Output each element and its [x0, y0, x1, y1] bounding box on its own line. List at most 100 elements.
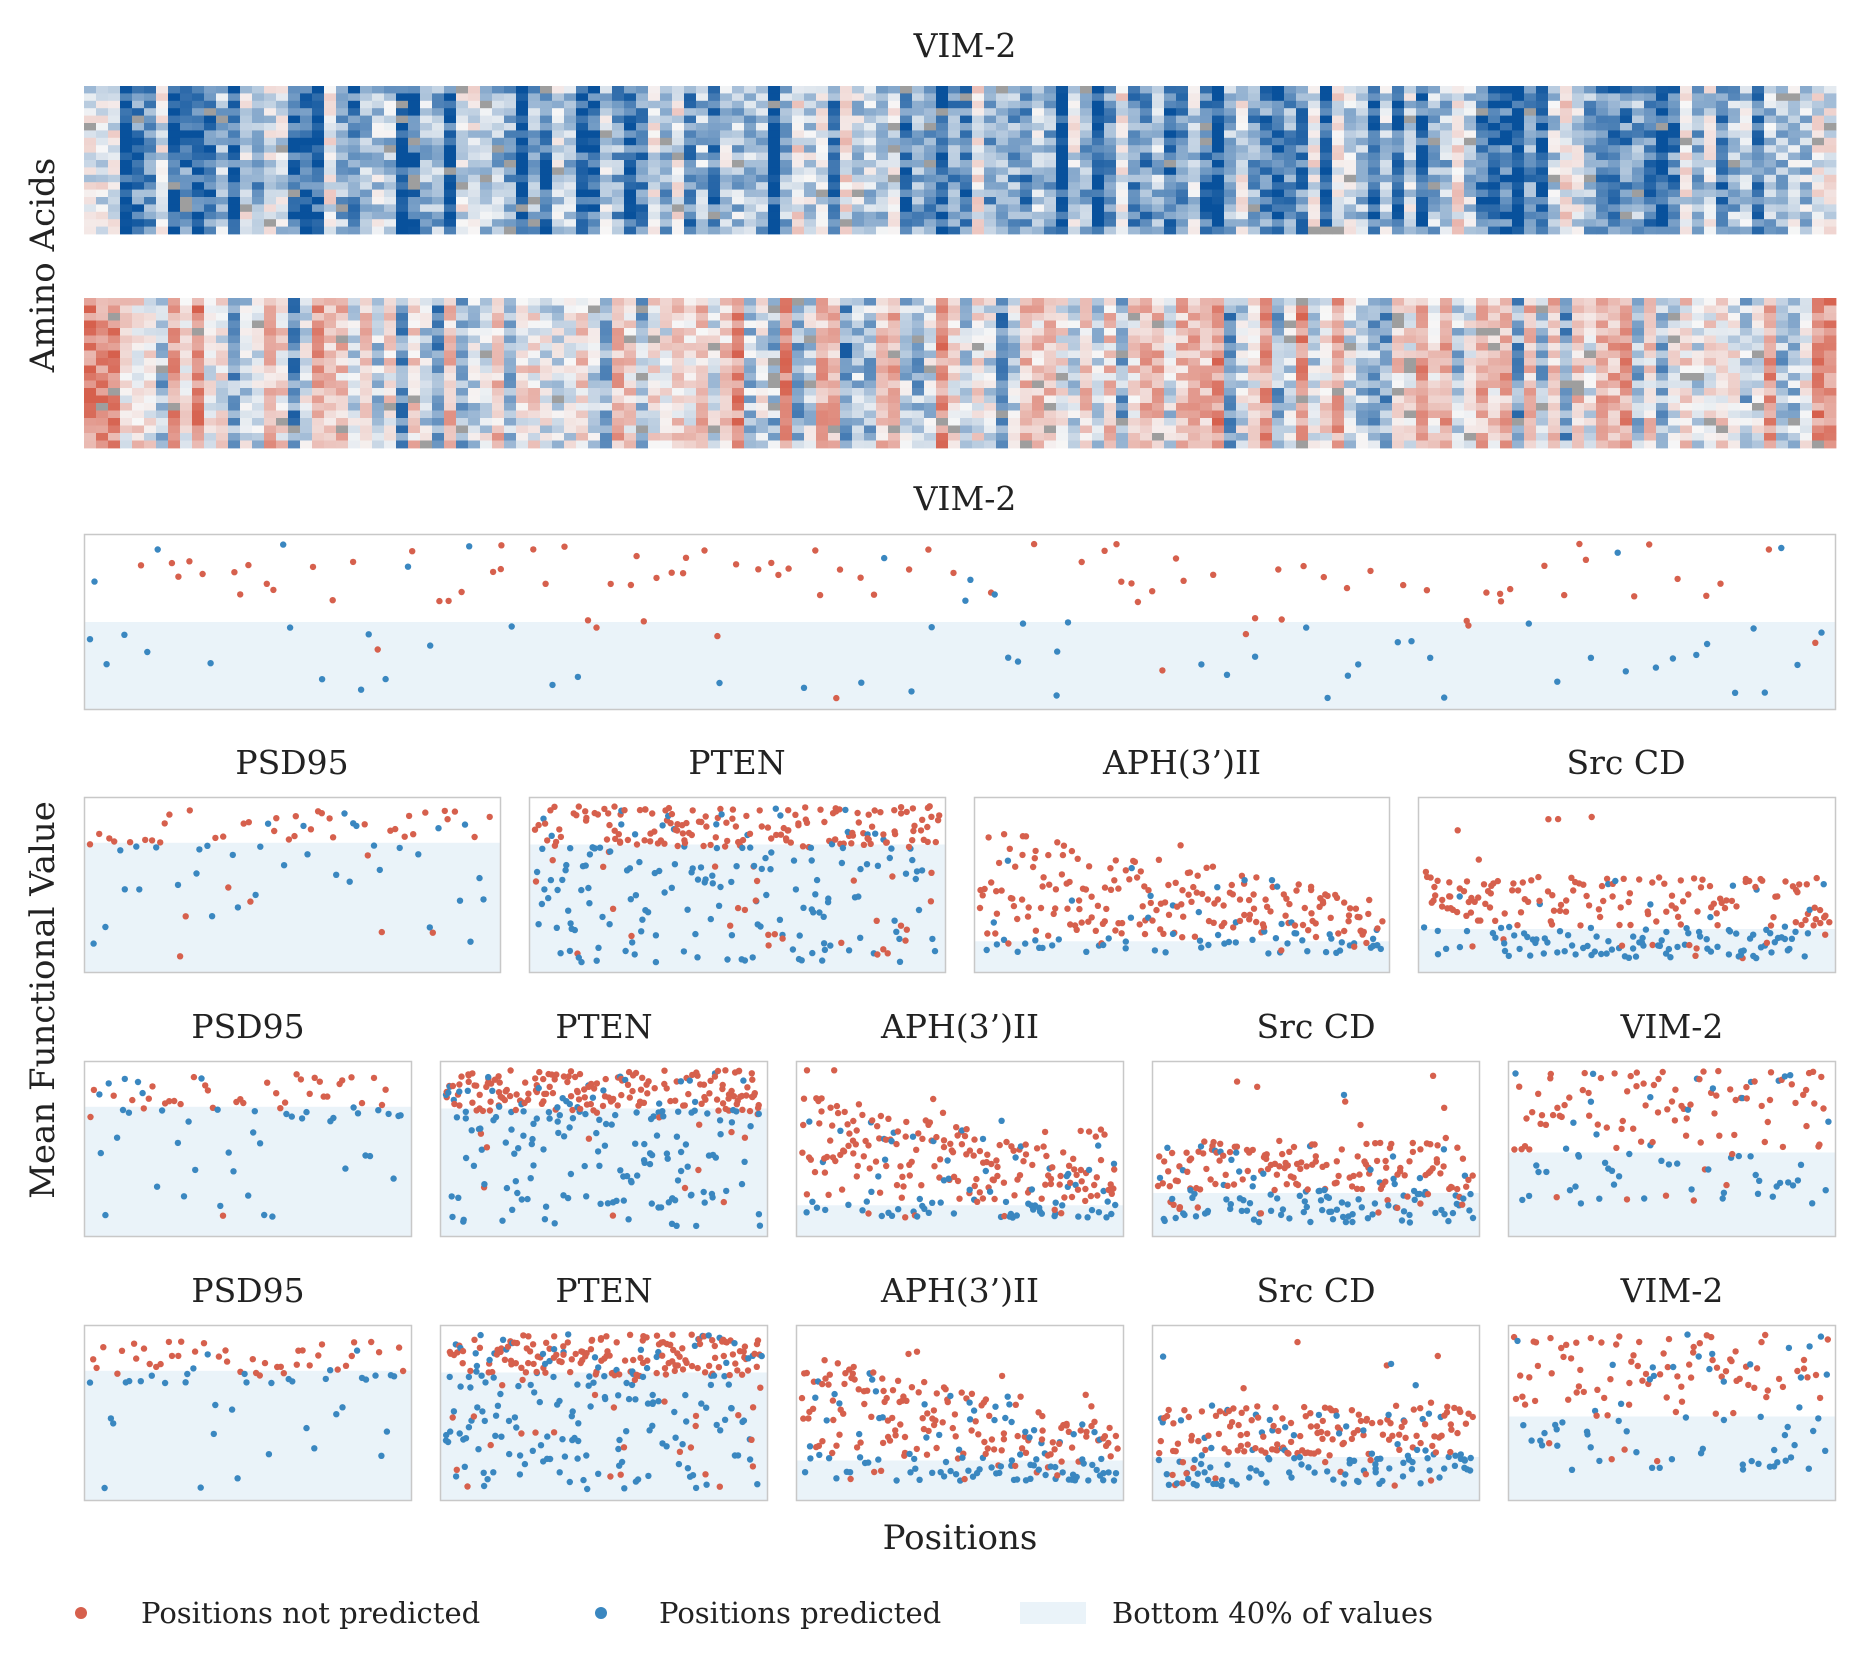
heatmap-cell: [132, 350, 145, 359]
heatmap-cell: [1668, 211, 1681, 220]
heatmap-cell: [1344, 174, 1357, 183]
heatmap-cell: [732, 86, 745, 94]
heatmap-cell: [1164, 395, 1177, 404]
heatmap-cell: [696, 343, 709, 351]
heatmap-cell: [876, 403, 889, 411]
heatmap-cell: [696, 358, 709, 366]
heatmap-cell: [1188, 137, 1201, 146]
heatmap-title: VIM-2: [913, 26, 1017, 65]
heatmap-cell: [180, 305, 193, 314]
heatmap-cell: [1056, 433, 1069, 441]
heatmap-cell: [552, 320, 565, 329]
heatmap-cell: [768, 373, 781, 381]
heatmap-cell: [1524, 226, 1537, 235]
heatmap-cell: [1332, 197, 1345, 205]
heatmap-cell: [816, 380, 829, 389]
heatmap-cell: [984, 365, 997, 374]
heatmap-cell: [780, 152, 793, 161]
heatmap-cell: [696, 137, 709, 146]
heatmap-cell: [1224, 130, 1237, 139]
heatmap-cell: [396, 418, 409, 426]
heatmap-cell: [864, 395, 877, 404]
heatmap-cell: [1140, 197, 1153, 205]
heatmap-cell: [720, 93, 733, 102]
heatmap-cell: [1224, 298, 1237, 306]
heatmap-cell: [756, 350, 769, 359]
heatmap-cell: [84, 152, 97, 161]
heatmap-cell: [1128, 167, 1141, 176]
heatmap-cell: [216, 313, 229, 321]
heatmap-cell: [96, 219, 109, 227]
heatmap-cell: [312, 343, 325, 351]
heatmap-cell: [468, 403, 481, 411]
heatmap-cell: [216, 182, 229, 190]
heatmap-cell: [672, 403, 685, 411]
heatmap-cell: [672, 86, 685, 94]
heatmap-cell: [1116, 305, 1129, 314]
heatmap-cell: [744, 298, 757, 306]
heatmap-cell: [648, 328, 661, 336]
heatmap-cell: [864, 86, 877, 94]
heatmap-cell: [276, 343, 289, 351]
heatmap-cell: [252, 86, 265, 94]
heatmap-cell: [1032, 388, 1045, 396]
heatmap-cell: [1644, 145, 1657, 153]
heatmap-cell: [900, 305, 913, 314]
heatmap-cell: [1068, 182, 1081, 190]
heatmap-cell: [492, 100, 505, 109]
heatmap-cell: [144, 93, 157, 102]
heatmap-cell: [660, 152, 673, 161]
heatmap-cell: [864, 108, 877, 116]
heatmap-cell: [888, 211, 901, 220]
heatmap-cell: [96, 93, 109, 102]
heatmap-cell: [408, 350, 421, 359]
heatmap-cell: [348, 197, 361, 205]
heatmap-cell: [1248, 197, 1261, 205]
heatmap-cell: [1488, 108, 1501, 116]
heatmap-cell: [1776, 167, 1789, 176]
heatmap-cell: [984, 189, 997, 198]
heatmap-cell: [1620, 123, 1633, 131]
heatmap-cell: [1176, 418, 1189, 426]
heatmap-cell: [1608, 211, 1621, 220]
heatmap-cell: [840, 100, 853, 109]
heatmap-cell: [348, 433, 361, 441]
heatmap-cell: [1080, 380, 1093, 389]
heatmap-cell: [1212, 350, 1225, 359]
heatmap-cell: [600, 403, 613, 411]
heatmap-cell: [312, 167, 325, 176]
heatmap-cell: [1140, 86, 1153, 94]
heatmap-cell: [420, 204, 433, 213]
heatmap-cell: [120, 137, 133, 146]
heatmap-cell: [504, 145, 517, 153]
heatmap-cell: [1176, 410, 1189, 419]
heatmap-cell: [432, 395, 445, 404]
heatmap-cell: [336, 93, 349, 102]
heatmap-cell: [480, 380, 493, 389]
heatmap-cell: [708, 298, 721, 306]
heatmap-cell: [252, 167, 265, 176]
heatmap-cell: [1656, 145, 1669, 153]
heatmap-cell: [696, 298, 709, 306]
heatmap-cell: [1032, 86, 1045, 94]
heatmap-cell: [864, 197, 877, 205]
heatmap-cell: [924, 115, 937, 124]
heatmap-cell: [924, 335, 937, 344]
heatmap-cell: [1356, 152, 1369, 161]
heatmap-cell: [1272, 425, 1285, 434]
heatmap-cell: [144, 226, 157, 235]
heatmap-cell: [384, 358, 397, 366]
heatmap-cell: [828, 145, 841, 153]
heatmap-cell: [240, 425, 253, 434]
heatmap-cell: [240, 211, 253, 220]
heatmap-cell: [1584, 93, 1597, 102]
heatmap-cell: [876, 123, 889, 131]
heatmap-cell: [528, 145, 541, 153]
heatmap-cell: [708, 174, 721, 183]
heatmap-cell: [312, 395, 325, 404]
heatmap-cell: [492, 440, 505, 449]
heatmap-cell: [1056, 86, 1069, 94]
heatmap-cell: [420, 373, 433, 381]
heatmap-cell: [996, 343, 1009, 351]
heatmap-cell: [480, 433, 493, 441]
